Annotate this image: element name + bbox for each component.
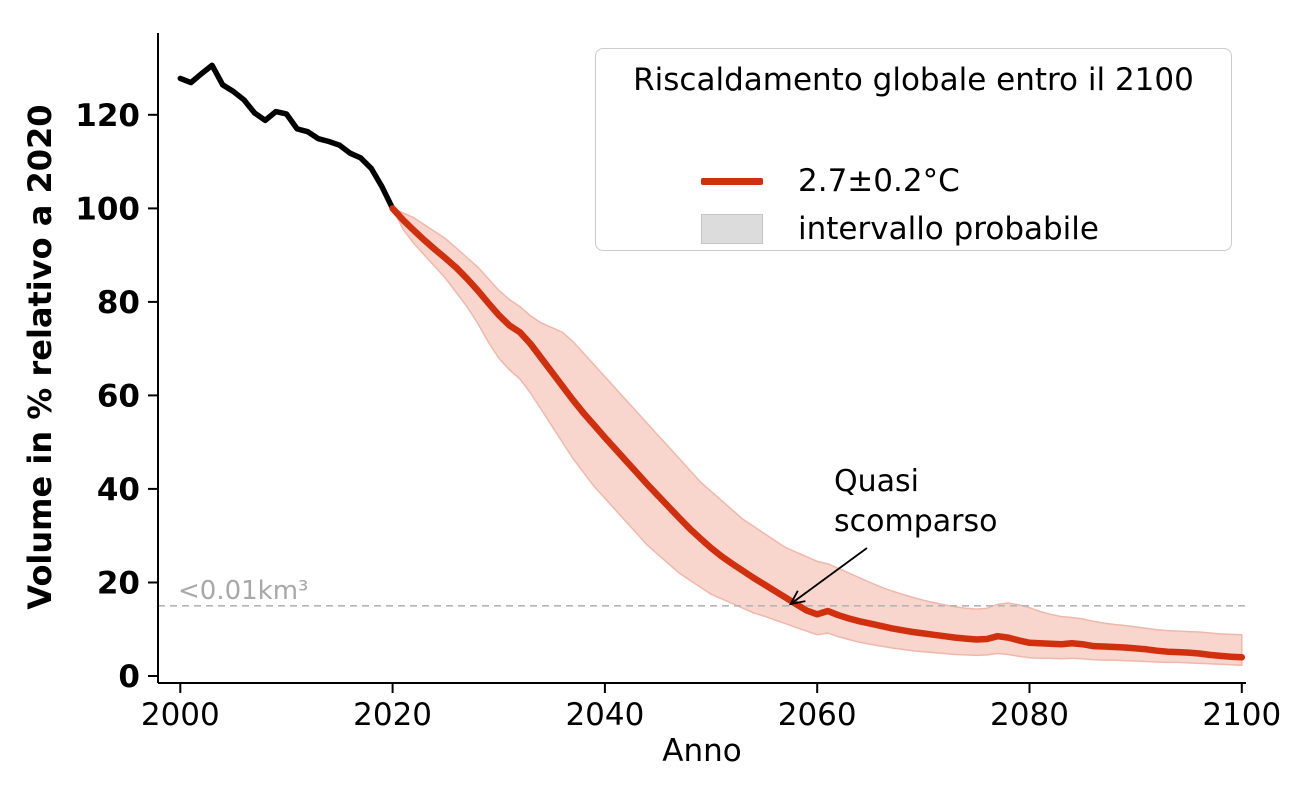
legend-entry-projection-label: 2.7±0.2°C	[798, 163, 960, 199]
x-tick-label: 2020	[353, 697, 432, 733]
y-tick-label: 0	[118, 659, 140, 695]
annotation-quasi-scomparso: Quasi scomparso	[834, 462, 997, 542]
annotation-line-1: Quasi	[834, 464, 919, 499]
annotation-arrowhead	[788, 590, 806, 606]
y-axis-title: Volume in % relativo a 2020	[21, 104, 59, 610]
y-tick-label: 80	[97, 285, 140, 321]
legend-entry-band: intervallo probabile	[701, 207, 1099, 251]
projection-line	[389, 205, 1246, 661]
threshold-label: <0.01km³	[178, 576, 309, 606]
legend: Riscaldamento globale entro il 2100 2.7±…	[595, 48, 1232, 251]
historical-line	[177, 62, 396, 212]
x-tick-label: 2000	[141, 697, 220, 733]
y-tick-label: 40	[97, 472, 140, 508]
y-tick-label: 120	[75, 98, 140, 134]
y-tick-label: 100	[75, 191, 140, 227]
band-patch-swatch	[701, 214, 763, 244]
y-tick-label: 20	[97, 565, 140, 601]
x-tick-label: 2080	[990, 697, 1069, 733]
legend-title: Riscaldamento globale entro il 2100	[633, 62, 1194, 98]
x-tick-label: 2060	[778, 697, 857, 733]
x-tick-label: 2040	[565, 697, 644, 733]
annotation-arrow	[790, 547, 868, 605]
red-line-icon	[701, 177, 763, 185]
projection-line-swatch	[701, 177, 763, 185]
x-tick-label: 2100	[1202, 697, 1281, 733]
y-tick-label: 60	[97, 378, 140, 414]
gray-patch-icon	[701, 214, 763, 244]
legend-entry-band-label: intervallo probabile	[798, 211, 1099, 247]
legend-entry-projection: 2.7±0.2°C	[701, 159, 960, 203]
x-axis-title: Anno	[662, 733, 742, 769]
annotation-line-2: scomparso	[834, 504, 998, 539]
uncertainty-band	[391, 207, 1243, 666]
